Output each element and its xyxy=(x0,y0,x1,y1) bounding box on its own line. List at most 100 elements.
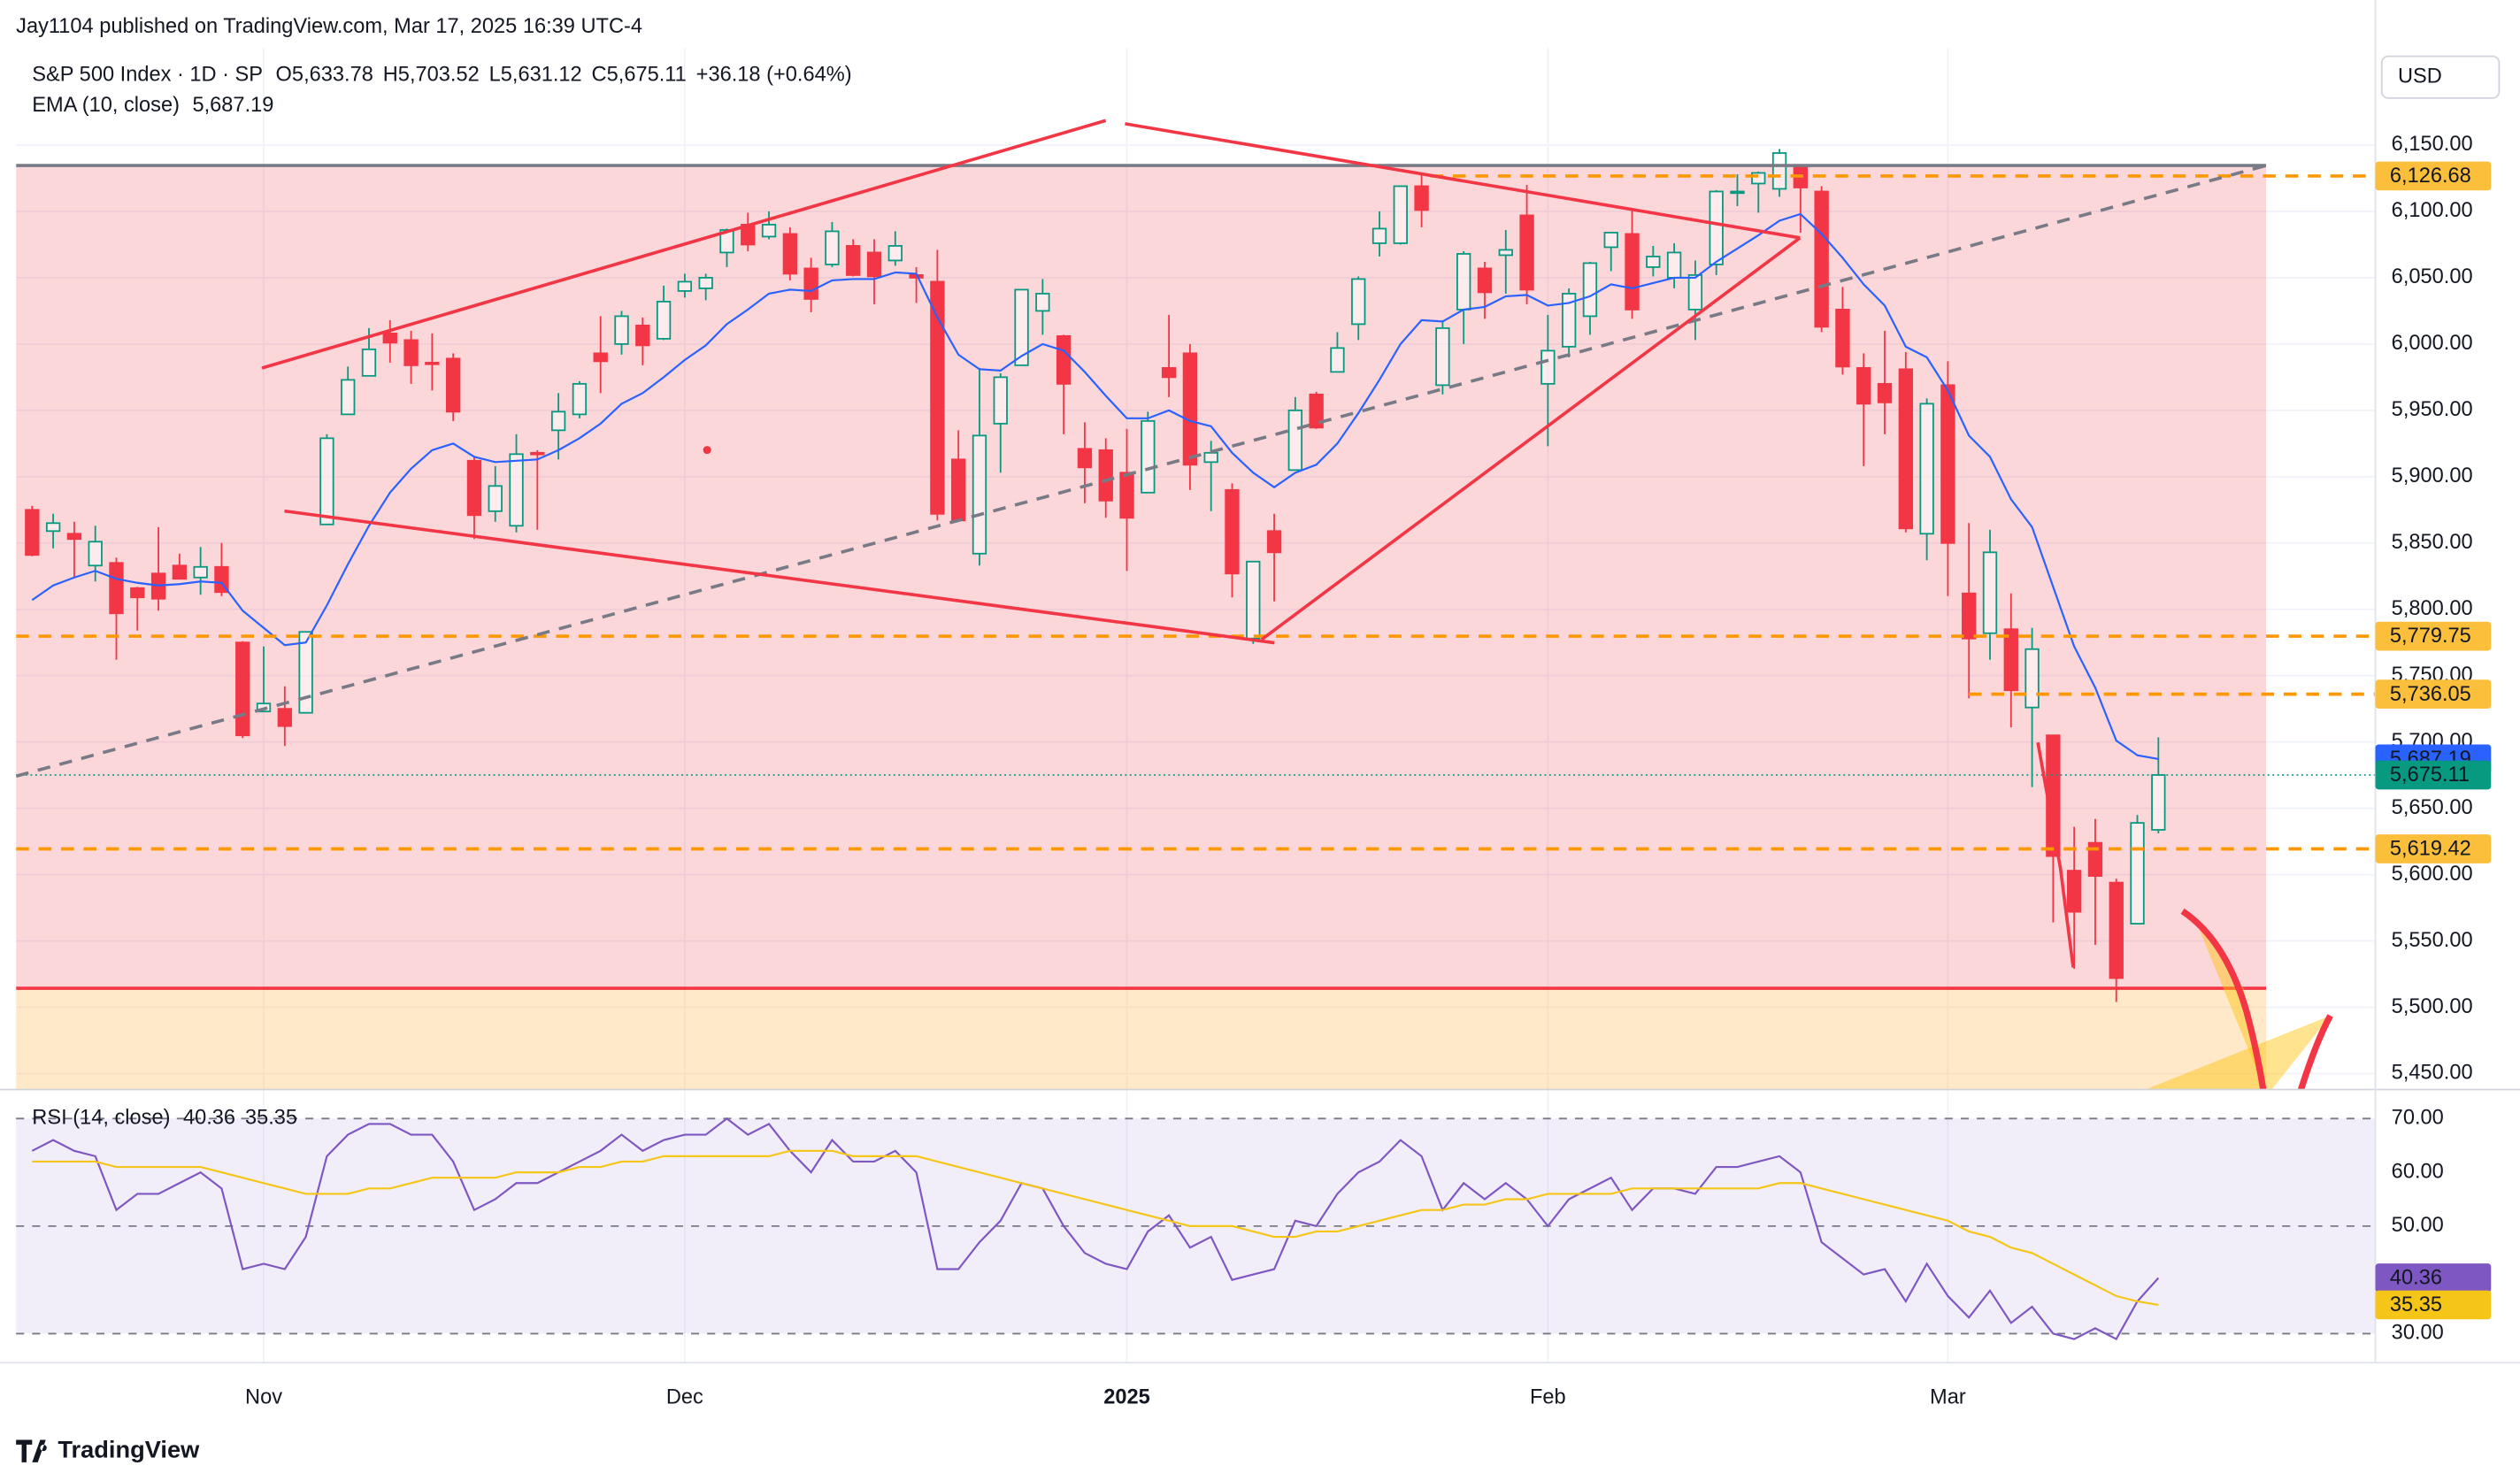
candle-body xyxy=(1309,393,1324,429)
y-tick-label: 6,100.00 xyxy=(2392,199,2473,222)
candle-body xyxy=(1098,449,1113,502)
rsi-tag: 35.35 xyxy=(2390,1293,2442,1316)
candle-body xyxy=(361,348,377,377)
candle-body xyxy=(1456,253,1471,311)
candle-body xyxy=(782,233,798,275)
grid xyxy=(16,48,2376,1363)
legend-value: 40.36 xyxy=(183,1106,235,1129)
level-tag-box xyxy=(2375,161,2492,191)
candle-body xyxy=(530,451,545,456)
y-tick-label: 5,650.00 xyxy=(2392,796,2473,819)
legend-entry: RSI (14, close) xyxy=(32,1106,170,1129)
candle-body xyxy=(1330,347,1345,373)
trend-line xyxy=(16,164,2267,779)
y-tick-label: 5,950.00 xyxy=(2392,398,2473,421)
candle-body xyxy=(425,361,440,365)
candle-body xyxy=(593,352,608,363)
projection-fan xyxy=(2193,916,2266,1090)
axes: Nov Dec 2025 Feb Mar 5,450.00 5,500.00 5,550.00… xyxy=(245,133,2492,1408)
candle-body xyxy=(1751,172,1766,185)
y-tick-label: 5,600.00 xyxy=(2392,863,2473,886)
x-tick-label: Feb xyxy=(1530,1385,1566,1408)
range-zone xyxy=(16,165,2267,989)
candle-body xyxy=(1603,232,1618,249)
candle-body xyxy=(761,224,777,238)
candle-body xyxy=(2024,648,2040,709)
candle-body xyxy=(1625,233,1640,311)
candle-body xyxy=(1561,292,1577,348)
publisher-line: Jay1104 published on TradingView.com, Ma… xyxy=(16,15,642,38)
candle-body xyxy=(341,379,356,416)
candle-body xyxy=(1477,267,1493,294)
candle-body xyxy=(1962,592,1977,640)
candle-body xyxy=(382,332,397,344)
level-tag: 5,779.75 xyxy=(2390,625,2471,648)
change-value: +36.18 (+0.64%) xyxy=(696,64,852,87)
y-tick-label: 30.00 xyxy=(2392,1322,2444,1345)
path-line xyxy=(2036,741,2075,968)
x-tick-label: Nov xyxy=(245,1385,282,1408)
candle-body xyxy=(972,434,987,555)
brand-logo xyxy=(16,1439,47,1462)
ohlc-value: 5,631.12 xyxy=(501,64,582,87)
legend-entry: EMA (10, close) xyxy=(32,94,180,117)
level-tag: 6,126.68 xyxy=(2390,165,2471,188)
candle-body xyxy=(2003,628,2018,692)
candle-body xyxy=(614,315,629,345)
y-tick-label: 6,150.00 xyxy=(2392,133,2473,156)
candle-body xyxy=(1540,349,1556,385)
candle-body xyxy=(2066,870,2082,913)
legend-value: 5,687.19 xyxy=(192,94,273,117)
candle-body xyxy=(677,280,693,292)
candle-body xyxy=(1203,451,1218,464)
candle-body xyxy=(1898,368,1913,530)
candle-body xyxy=(466,459,482,517)
candle-body xyxy=(887,245,903,262)
candle-body xyxy=(45,522,61,533)
logo-mark xyxy=(16,1439,47,1462)
pattern-line xyxy=(284,509,1275,645)
candle-body xyxy=(1161,366,1177,379)
rsi-marks xyxy=(16,1117,2376,1340)
y-tick-label: 5,800.00 xyxy=(2392,597,2473,620)
level-tag-box xyxy=(2375,834,2492,863)
y-tick-label: 6,000.00 xyxy=(2392,332,2473,355)
pattern-line xyxy=(261,119,1107,370)
candle-body xyxy=(1225,488,1240,575)
rsi-tag-box xyxy=(2375,1290,2492,1320)
drawings xyxy=(16,119,2333,1090)
candle-body xyxy=(1709,190,1724,265)
ohlc-value: 5,703.52 xyxy=(398,64,480,87)
candle-body xyxy=(1982,551,1998,634)
candle-body xyxy=(698,277,713,289)
zones xyxy=(16,165,2267,1090)
candle-body xyxy=(1182,352,1198,466)
level-tag: 5,619.42 xyxy=(2390,838,2471,861)
y-tick-label: 70.00 xyxy=(2392,1107,2444,1130)
candle-body xyxy=(66,533,82,541)
candle-body xyxy=(846,245,861,276)
close-tag: 5,675.11 xyxy=(2390,764,2470,787)
candle-body xyxy=(2151,774,2166,831)
y-tick-label: 5,550.00 xyxy=(2392,929,2473,952)
symbol-title: S&P 500 Index · 1D · SP xyxy=(32,64,263,87)
candle-body xyxy=(1771,152,1787,190)
candle-body xyxy=(866,251,882,278)
ohlc-key: O xyxy=(276,64,292,87)
candle-body xyxy=(993,376,1008,425)
candle-body xyxy=(1246,560,1261,640)
candle-body xyxy=(1014,288,1029,366)
candle-body xyxy=(1141,419,1156,494)
y-tick-label: 50.00 xyxy=(2392,1214,2444,1237)
projection-arrow xyxy=(2180,908,2267,1090)
candle-body xyxy=(235,641,250,737)
candle-body xyxy=(1435,326,1450,387)
candle-body xyxy=(403,339,419,366)
currency[interactable]: USD xyxy=(2398,65,2442,88)
candle-body xyxy=(1393,185,1408,244)
candle-body xyxy=(1414,185,1429,211)
currency-button[interactable] xyxy=(2380,55,2501,99)
support-zone xyxy=(16,988,2267,1090)
y-tick-label: 6,050.00 xyxy=(2392,265,2473,288)
